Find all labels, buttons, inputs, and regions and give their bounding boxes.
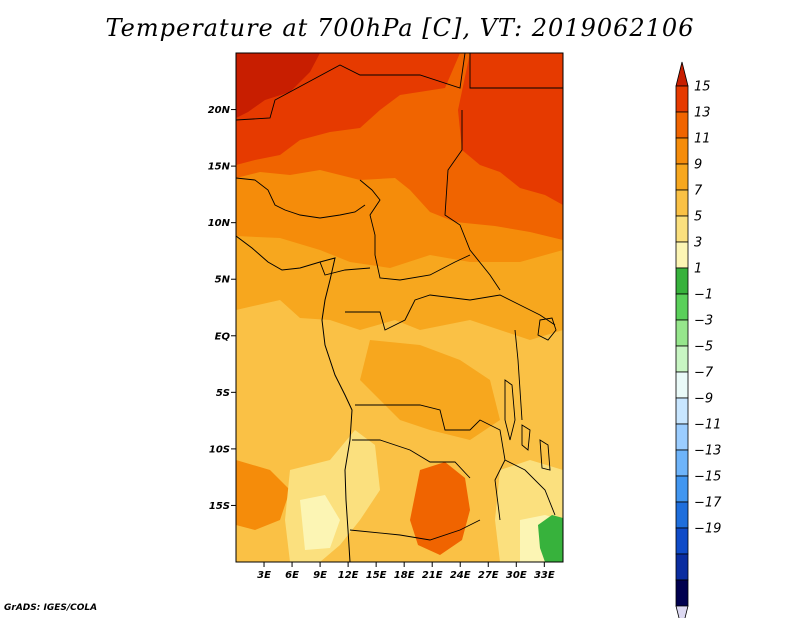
lat-tick-label: 10S <box>209 444 230 455</box>
colorbar-cell <box>675 215 689 243</box>
lat-tick-label: 5N <box>215 275 231 286</box>
country-borders <box>236 53 563 541</box>
longitude-axis: 3E 6E 9E 12E 15E 18E 21E 24E 27E 30E 33E <box>257 562 555 581</box>
colorbar-cell <box>675 579 689 607</box>
lon-tick-label: 6E <box>285 570 299 581</box>
colorbar-cell <box>675 605 689 618</box>
map-frame <box>235 52 564 563</box>
temperature-zone-1-3 <box>538 515 563 562</box>
colorbar-cell <box>675 111 689 139</box>
lon-tick-label: 18E <box>394 570 415 581</box>
colorbar-label: 1 <box>694 262 702 277</box>
colorbar-cell <box>675 85 689 113</box>
colorbar-cell <box>675 137 689 165</box>
colorbar-label: −17 <box>694 496 722 511</box>
colorbar-label: −9 <box>694 392 713 407</box>
colorbar-cell <box>675 449 689 477</box>
colorbar-cell <box>675 553 689 581</box>
lat-tick-label: EQ <box>215 331 231 342</box>
lon-tick-label: 21E <box>422 570 443 581</box>
colorbar-label: −7 <box>694 366 714 381</box>
map-plot-area <box>236 53 563 562</box>
temperature-zone-above-15 <box>236 53 320 118</box>
colorbar-cell <box>675 423 689 451</box>
colorbar-cell <box>675 319 689 347</box>
lat-tick-label: 15S <box>209 501 230 512</box>
colorbar-cell <box>675 267 689 295</box>
colorbar-label: 3 <box>694 236 702 251</box>
colorbar: 15 13 11 9 7 5 3 1 −1 −3 −5 −7 −9 −11 −13 −15 −17 −19 <box>675 61 722 618</box>
colorbar-label: −15 <box>694 470 721 485</box>
colorbar-cell <box>675 501 689 529</box>
colorbar-cell <box>675 475 689 503</box>
lon-tick-label: 12E <box>338 570 359 581</box>
colorbar-label: −1 <box>694 288 713 303</box>
lon-tick-label: 27E <box>478 570 499 581</box>
lat-tick-label: 15N <box>208 162 231 173</box>
lon-tick-label: 33E <box>534 570 555 581</box>
colorbar-label: 13 <box>694 106 711 121</box>
colorbar-cell <box>675 241 689 269</box>
colorbar-cell <box>675 397 689 425</box>
temperature-zone-9-11-southwest <box>236 460 290 530</box>
colorbar-cell <box>675 293 689 321</box>
lon-tick-label: 24E <box>450 570 471 581</box>
colorbar-label: 5 <box>694 210 702 225</box>
colorbar-cell <box>675 527 689 555</box>
colorbar-label: 15 <box>694 80 711 95</box>
colorbar-label: −11 <box>694 418 721 433</box>
lat-tick-label: 5S <box>216 388 230 399</box>
grads-credit: GrADS: IGES/COLA <box>4 603 98 613</box>
lon-tick-label: 3E <box>257 570 271 581</box>
colorbar-label: −5 <box>694 340 713 355</box>
temperature-zone-3-5-southwest <box>300 495 340 550</box>
latitude-axis: 20N 15N 10N 5N EQ 5S 10S 15S <box>208 105 236 512</box>
colorbar-label: 11 <box>694 132 711 147</box>
colorbar-label: −13 <box>694 444 721 459</box>
colorbar-label: −19 <box>694 522 721 537</box>
lon-tick-label: 15E <box>366 570 387 581</box>
lat-tick-label: 20N <box>208 105 231 116</box>
lon-tick-label: 9E <box>313 570 327 581</box>
temperature-zone-13-15-east <box>458 53 563 205</box>
coastline <box>236 235 353 562</box>
colorbar-label: 9 <box>694 158 702 173</box>
colorbar-label: 7 <box>694 184 703 199</box>
temperature-zone-9-11-south <box>360 340 500 440</box>
chart-title: Temperature at 700hPa [C], VT: 201906210… <box>105 14 695 42</box>
colorbar-cell <box>675 163 689 191</box>
colorbar-label: −3 <box>694 314 713 329</box>
colorbar-cell <box>675 189 689 217</box>
lat-tick-label: 10N <box>208 218 231 229</box>
colorbar-cell <box>675 61 689 87</box>
colorbar-cell <box>675 345 689 373</box>
lakes <box>504 317 557 471</box>
lon-tick-label: 30E <box>506 570 527 581</box>
colorbar-cell <box>675 371 689 399</box>
